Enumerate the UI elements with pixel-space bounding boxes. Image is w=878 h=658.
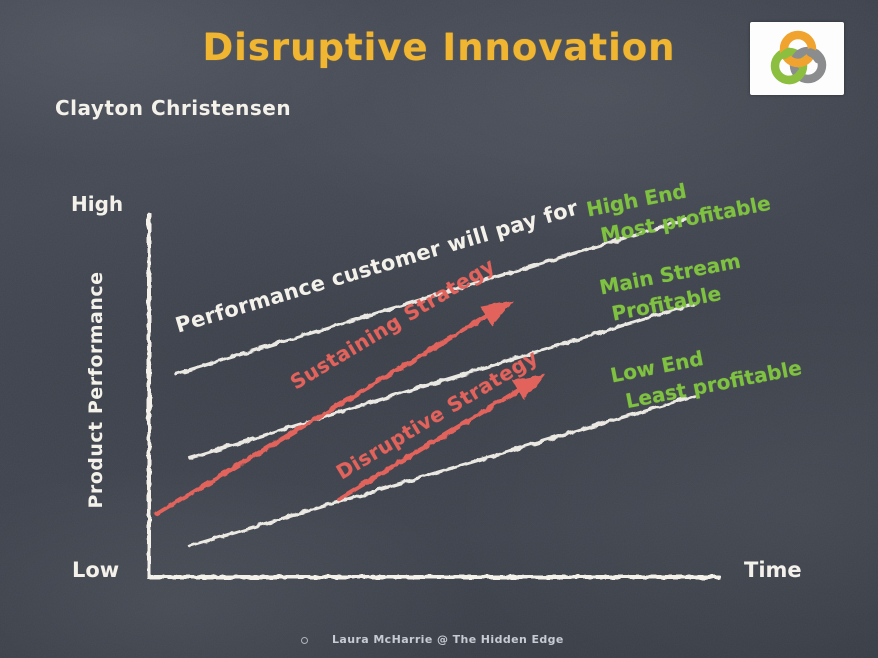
footer-credit: Laura McHarrie @ The Hidden Edge	[332, 633, 564, 646]
slide-footer: Laura McHarrie @ The Hidden Edge	[0, 632, 878, 652]
y-axis-tick-high: High	[71, 192, 124, 216]
disruptive-strategy-arrow	[336, 374, 546, 502]
sustaining-strategy-arrow	[154, 300, 514, 517]
footer-bullet-icon	[301, 637, 308, 644]
x-axis-title: Time	[744, 558, 802, 582]
line-low-end	[188, 394, 696, 548]
line-main-stream	[188, 301, 698, 460]
interlocking-rings-icon	[770, 30, 827, 84]
hidden-edge-logo	[750, 22, 844, 95]
y-axis-tick-low: Low	[72, 558, 120, 582]
axis-lines	[147, 212, 721, 579]
line-high-end	[174, 217, 689, 376]
author-name: Clayton Christensen	[55, 96, 292, 120]
slide-title: Disruptive Innovation	[202, 26, 676, 69]
y-axis-title: Product Performance	[85, 271, 107, 509]
